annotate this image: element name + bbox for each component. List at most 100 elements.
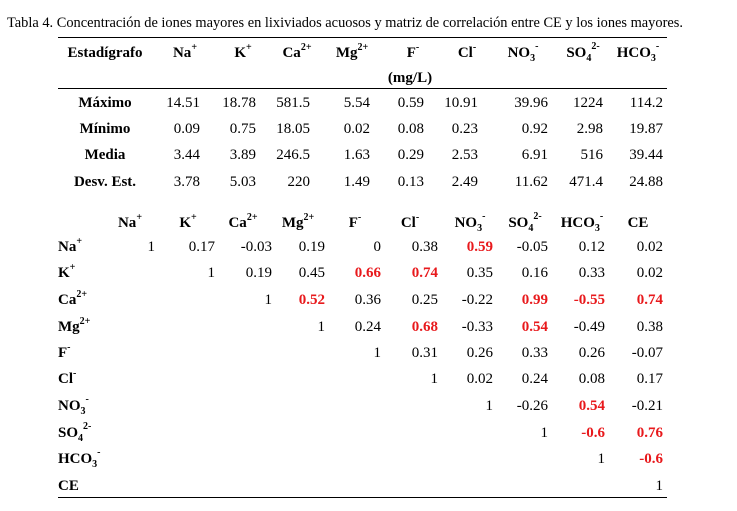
cell-value: 0.02	[637, 239, 663, 255]
ion-base: Mg	[58, 319, 80, 335]
highlighted-value: 0.68	[412, 319, 438, 335]
ion-subscript: 4	[528, 223, 533, 234]
column-header: NO3-	[508, 41, 539, 64]
column-header: SO42-	[508, 211, 541, 234]
ion-subscript: 3	[477, 223, 482, 234]
row-label: Ca2+	[58, 289, 87, 308]
cell-value: 11.62	[515, 174, 548, 190]
ion-superscript: 2-	[83, 421, 91, 432]
cell-value: 1	[148, 239, 156, 255]
cell-value: 24.88	[629, 174, 663, 190]
ion-base: Na	[173, 45, 192, 61]
ion-subscript: 3	[651, 53, 656, 64]
ion-superscript: +	[70, 262, 76, 273]
row-label: K+	[58, 262, 76, 281]
ion-base: K	[179, 215, 191, 231]
ion-base: Ca	[228, 215, 247, 231]
cell-value: -0.22	[462, 292, 493, 308]
cell-value: 581.5	[276, 95, 310, 111]
column-header: HCO3-	[617, 41, 660, 64]
ion-superscript: 2+	[303, 212, 314, 223]
ion-superscript: 2-	[533, 211, 541, 222]
cell-value: 2.98	[577, 121, 603, 137]
ion-subscript: 3	[530, 53, 535, 64]
cell-value: 0.33	[522, 345, 548, 361]
ion-superscript: -	[73, 368, 76, 379]
ion-base: F	[349, 215, 358, 231]
cell-value: 0.26	[467, 345, 494, 361]
ion-base: F	[407, 45, 416, 61]
highlighted-value: 0.66	[355, 265, 382, 281]
cell-value: -0.33	[462, 319, 493, 335]
highlighted-value: -0.6	[639, 451, 663, 467]
row-label: Mínimo	[80, 121, 131, 137]
ion-superscript: 2+	[247, 212, 258, 223]
cell-value: 0.02	[344, 121, 370, 137]
ion-base: Ca	[58, 292, 77, 308]
ion-superscript: -	[656, 41, 659, 52]
cell-value: 3.44	[174, 147, 201, 163]
row-label: Mg2+	[58, 316, 91, 335]
ion-base: SO	[58, 425, 78, 441]
cell-value: 0.29	[398, 147, 424, 163]
column-header: HCO3-	[561, 211, 604, 234]
cell-value: -0.05	[517, 239, 548, 255]
highlighted-value: 0.59	[467, 239, 493, 255]
cell-value: 220	[288, 174, 311, 190]
row-label: F-	[58, 342, 71, 361]
ion-superscript: +	[136, 212, 142, 223]
ion-superscript: +	[76, 236, 82, 247]
cell-value: 0.02	[637, 265, 663, 281]
cell-value: 18.78	[222, 95, 256, 111]
column-header: F-	[407, 42, 420, 61]
row-label: Cl-	[58, 368, 76, 387]
ion-subscript: 3	[92, 459, 97, 470]
highlighted-value: 0.52	[299, 292, 325, 308]
ion-superscript: +	[246, 42, 252, 53]
cell-value: 39.44	[629, 147, 663, 163]
cell-value: 246.5	[276, 147, 310, 163]
cell-value: 0.09	[174, 121, 200, 137]
column-header: Na+	[173, 42, 197, 61]
highlighted-value: -0.55	[574, 292, 605, 308]
column-header: Cl-	[458, 42, 476, 61]
highlighted-value: 0.76	[637, 425, 664, 441]
ion-base: Na	[58, 239, 77, 255]
cell-value: 1	[374, 345, 382, 361]
ion-base: NO	[455, 215, 478, 231]
cell-value: 39.96	[514, 95, 548, 111]
ion-subscript: 4	[586, 53, 591, 64]
cell-value: 0.26	[579, 345, 606, 361]
ion-base: SO	[508, 215, 528, 231]
cell-value: -0.07	[632, 345, 664, 361]
cell-value: -0.49	[574, 319, 605, 335]
cell-value: 0.38	[412, 239, 438, 255]
column-header: Cl-	[401, 212, 419, 231]
cell-value: 0.08	[398, 121, 424, 137]
cell-value: 18.05	[276, 121, 310, 137]
column-header: Mg2+	[336, 42, 369, 61]
cell-value: 0.19	[299, 239, 325, 255]
ion-base: HCO	[561, 215, 595, 231]
cell-value: 0.24	[355, 319, 382, 335]
highlighted-value: 0.54	[579, 398, 606, 414]
ion-superscript: -	[67, 342, 70, 353]
ion-base: Cl	[401, 215, 416, 231]
column-header: CE	[628, 215, 649, 231]
cell-value: 2.49	[452, 174, 478, 190]
column-header: K+	[179, 212, 197, 231]
ion-superscript: -	[473, 42, 476, 53]
column-header: Estadígrafo	[68, 45, 143, 61]
cell-value: 0.33	[579, 265, 605, 281]
ion-base: Na	[118, 215, 137, 231]
ion-superscript: +	[191, 42, 197, 53]
ion-base: CE	[628, 215, 649, 231]
highlighted-value: 0.54	[522, 319, 549, 335]
cell-value: 0.17	[637, 371, 664, 387]
highlighted-value: -0.6	[581, 425, 605, 441]
ion-superscript: -	[600, 211, 603, 222]
cell-value: 3.78	[174, 174, 200, 190]
column-header: SO42-	[566, 41, 599, 64]
ion-base: HCO	[58, 451, 92, 467]
cell-value: 0.75	[230, 121, 256, 137]
